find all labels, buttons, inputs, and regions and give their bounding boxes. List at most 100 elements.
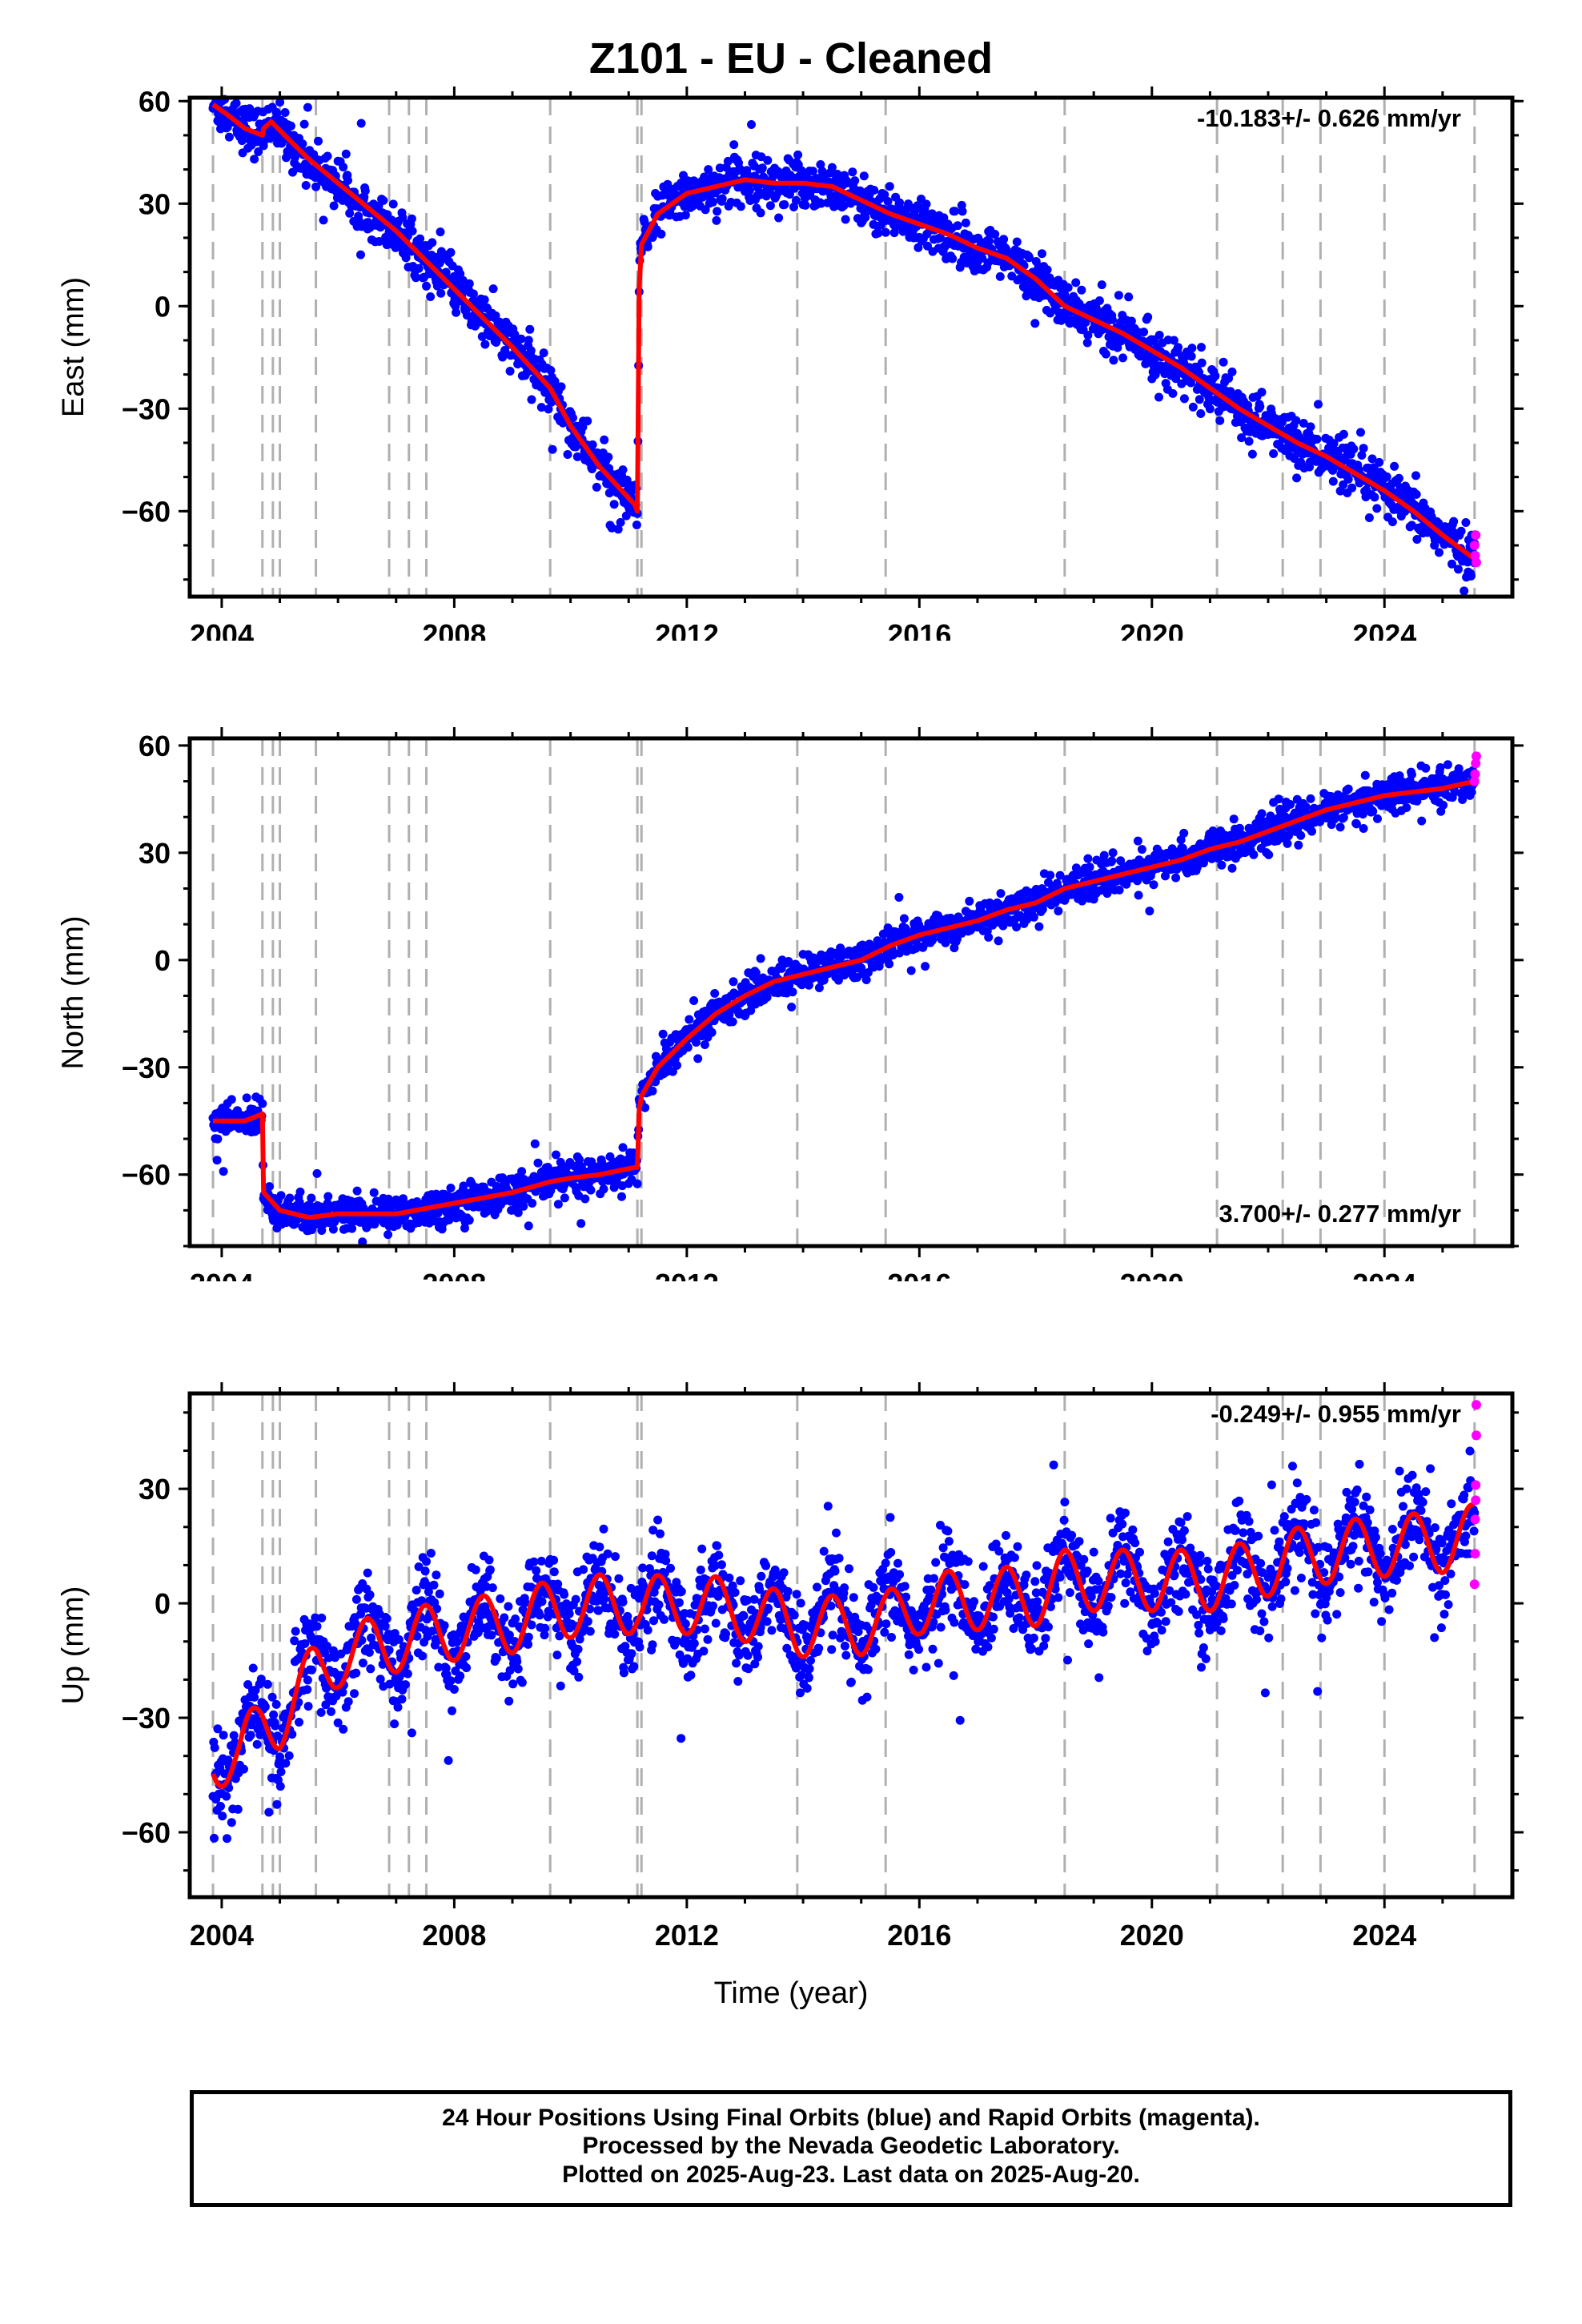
north-final-point <box>446 1184 456 1192</box>
up-final-point <box>312 1622 322 1631</box>
east-final-point <box>985 236 994 246</box>
east-final-point <box>1357 451 1367 460</box>
east-final-point <box>572 452 582 461</box>
east-final-point <box>1435 548 1443 557</box>
up-final-point <box>364 1647 374 1657</box>
north-final-point <box>242 1093 251 1103</box>
east-final-point <box>1456 526 1466 536</box>
east-final-point <box>1412 535 1422 544</box>
east-final-point <box>477 332 487 341</box>
east-final-point <box>592 482 601 492</box>
east-final-point <box>774 213 784 223</box>
east-final-point <box>923 241 932 251</box>
north-final-point <box>1283 838 1292 848</box>
north-final-point <box>729 977 738 987</box>
north-final-point <box>528 1199 537 1208</box>
east-final-point <box>839 201 849 211</box>
north-final-point <box>358 1237 367 1247</box>
up-final-point <box>339 1724 348 1734</box>
up-final-point <box>422 1557 431 1566</box>
east-final-point <box>1195 395 1204 404</box>
east-final-point <box>398 213 408 222</box>
up-final-point <box>239 1764 248 1774</box>
north-final-point <box>258 1099 267 1108</box>
east-final-point <box>1227 367 1237 376</box>
north-final-point <box>894 893 904 902</box>
east-final-point <box>1071 278 1081 287</box>
east-final-point <box>1139 328 1149 337</box>
north-final-point <box>1296 830 1306 840</box>
east-final-point <box>462 311 472 320</box>
north-final-point <box>685 1015 694 1024</box>
east-final-point <box>763 155 773 165</box>
east-xtick-label: 2020 <box>1120 618 1184 641</box>
up-final-points <box>208 1446 1480 1844</box>
up-final-point <box>303 1685 312 1695</box>
east-final-point <box>1372 504 1382 513</box>
east-final-point <box>859 171 869 181</box>
east-final-point <box>250 155 259 164</box>
north-final-point <box>1179 828 1189 838</box>
north-xtick-label: 2012 <box>655 1268 719 1281</box>
east-xtick-label: 2004 <box>190 618 254 641</box>
east-final-point <box>616 517 625 527</box>
up-final-point <box>432 1570 441 1580</box>
north-final-point <box>524 1221 533 1231</box>
east-final-point <box>861 213 870 222</box>
east-final-point <box>618 465 628 475</box>
east-final-point <box>883 197 893 206</box>
north-final-point <box>328 1224 338 1234</box>
north-final-point <box>276 1191 286 1200</box>
east-final-point <box>436 227 445 237</box>
east-final-point <box>388 199 398 209</box>
up-final-point <box>403 1669 412 1679</box>
north-final-point <box>269 1216 279 1225</box>
east-final-point <box>272 109 282 119</box>
north-final-point <box>1368 806 1378 816</box>
east-final-point <box>1169 336 1178 345</box>
east-final-point <box>1154 331 1164 340</box>
east-final-point <box>329 201 339 211</box>
east-final-point <box>510 330 520 339</box>
north-final-point <box>580 1194 590 1204</box>
east-final-point <box>1367 454 1377 464</box>
east-final-point <box>808 167 817 176</box>
up-final-point <box>418 1651 427 1661</box>
east-final-point <box>571 442 580 452</box>
north-ytick-label: 30 <box>139 837 171 870</box>
east-final-point <box>1186 378 1195 388</box>
east-final-point <box>436 288 446 298</box>
east-final-point <box>1411 489 1421 499</box>
east-panel: 2004 2008 2012 2016 2020 2024 −60 −30 0 30 60 East… <box>0 80 1582 641</box>
east-final-point <box>1215 416 1225 425</box>
north-final-point <box>1012 923 1022 932</box>
east-final-point <box>408 227 417 235</box>
east-frame <box>187 95 1515 599</box>
east-final-point <box>1244 436 1254 446</box>
east-final-point <box>817 199 826 208</box>
north-xtick-label: 2008 <box>422 1268 486 1281</box>
east-final-point <box>1063 283 1073 292</box>
up-final-point <box>271 1721 280 1731</box>
east-final-point <box>745 186 754 195</box>
east-ytick-label: 0 <box>155 290 171 323</box>
north-final-point <box>213 1134 223 1144</box>
east-final-point <box>360 186 370 195</box>
east-final-point <box>1042 265 1052 275</box>
east-final-point <box>1461 518 1471 527</box>
north-final-point <box>1134 891 1143 900</box>
east-final-point <box>1394 473 1403 483</box>
east-final-point <box>1292 473 1302 483</box>
east-model-line <box>211 102 1477 561</box>
east-final-point <box>1312 434 1322 444</box>
east-final-point <box>1186 352 1196 361</box>
east-final-point <box>1343 474 1353 484</box>
east-final-point <box>1126 316 1136 326</box>
east-final-point <box>568 413 577 423</box>
north-final-point <box>576 1219 586 1228</box>
up-final-point <box>295 1718 303 1727</box>
up-final-point <box>426 1549 436 1558</box>
north-final-point <box>1046 870 1055 880</box>
up-final-point <box>420 1566 430 1576</box>
east-final-point <box>1097 280 1106 290</box>
